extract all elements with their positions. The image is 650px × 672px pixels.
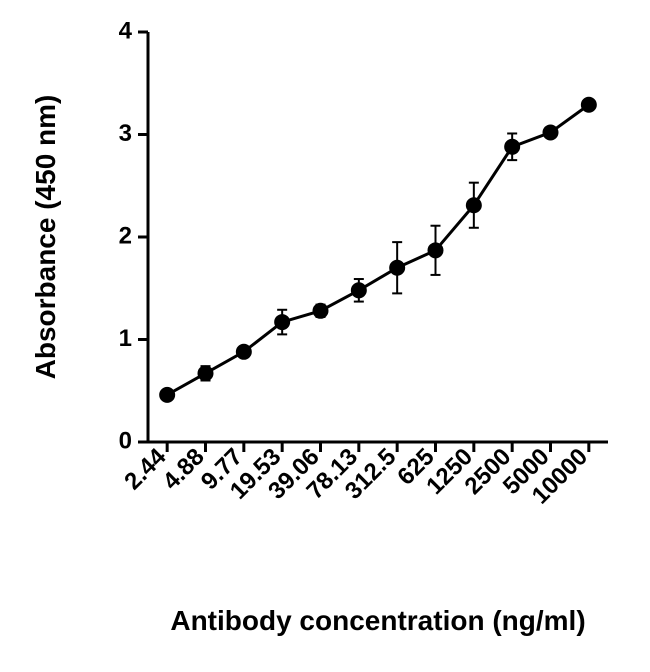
data-line <box>167 105 589 395</box>
data-point <box>314 304 328 318</box>
data-point <box>582 98 596 112</box>
data-point <box>544 125 558 139</box>
y-tick-label: 1 <box>119 325 132 352</box>
data-point <box>160 388 174 402</box>
data-point <box>429 243 443 257</box>
data-point <box>390 261 404 275</box>
x-axis-title: Antibody concentration (ng/ml) <box>170 605 585 636</box>
data-point <box>505 140 519 154</box>
data-point <box>237 345 251 359</box>
y-tick-label: 0 <box>119 427 132 454</box>
y-tick-label: 4 <box>119 17 133 44</box>
chart-svg: 012342.444.889.7719.5339.0678.13312.5625… <box>0 0 650 672</box>
data-point <box>352 283 366 297</box>
y-axis-title: Absorbance (450 nm) <box>30 95 61 380</box>
y-tick-label: 2 <box>119 222 132 249</box>
data-point <box>199 366 213 380</box>
y-tick-label: 3 <box>119 120 132 147</box>
data-point <box>275 315 289 329</box>
chart-container: 012342.444.889.7719.5339.0678.13312.5625… <box>0 0 650 672</box>
data-point <box>467 198 481 212</box>
